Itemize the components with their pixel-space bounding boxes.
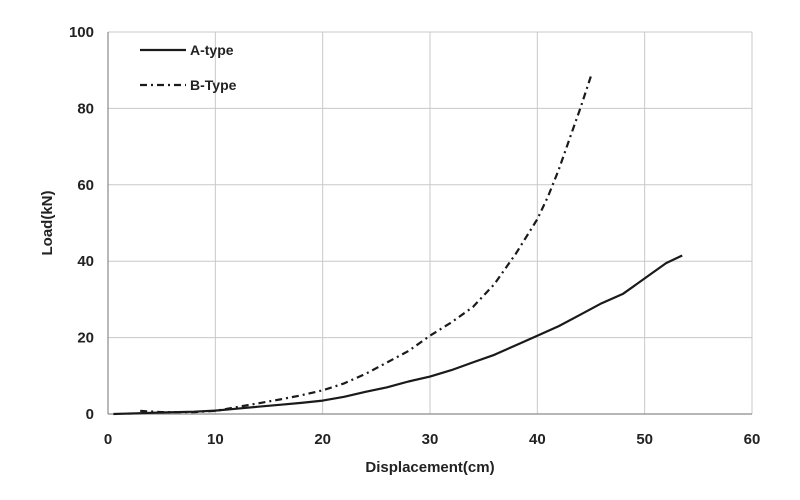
y-tick-label: 80 <box>77 100 94 117</box>
x-tick-label: 50 <box>636 431 653 448</box>
y-tick-label: 60 <box>77 177 94 194</box>
grid <box>108 31 753 414</box>
x-tick-label: 0 <box>104 431 112 448</box>
y-tick-label: 100 <box>69 24 94 41</box>
x-tick-label: 30 <box>422 431 439 448</box>
series-lines <box>113 75 683 416</box>
legend: A-type B-Type <box>140 42 237 93</box>
series-line-a-type <box>113 254 683 416</box>
x-axis-label: Displacement(cm) <box>365 459 494 476</box>
legend-label-b-type: B-Type <box>190 77 237 93</box>
y-tick-label: 20 <box>77 330 94 347</box>
y-axis-label: Load(kN) <box>39 191 56 256</box>
legend-label-a-type: A-type <box>190 42 234 58</box>
tick-labels: 0 10 20 30 40 50 60 0 20 40 60 80 100 <box>69 24 760 448</box>
x-tick-label: 40 <box>529 431 546 448</box>
x-tick-label: 60 <box>744 431 761 448</box>
axes <box>107 32 752 415</box>
series-line-b-type <box>140 75 593 414</box>
x-tick-label: 10 <box>207 431 224 448</box>
y-tick-label: 40 <box>77 253 94 270</box>
y-tick-label: 0 <box>86 406 94 423</box>
x-tick-label: 20 <box>314 431 331 448</box>
